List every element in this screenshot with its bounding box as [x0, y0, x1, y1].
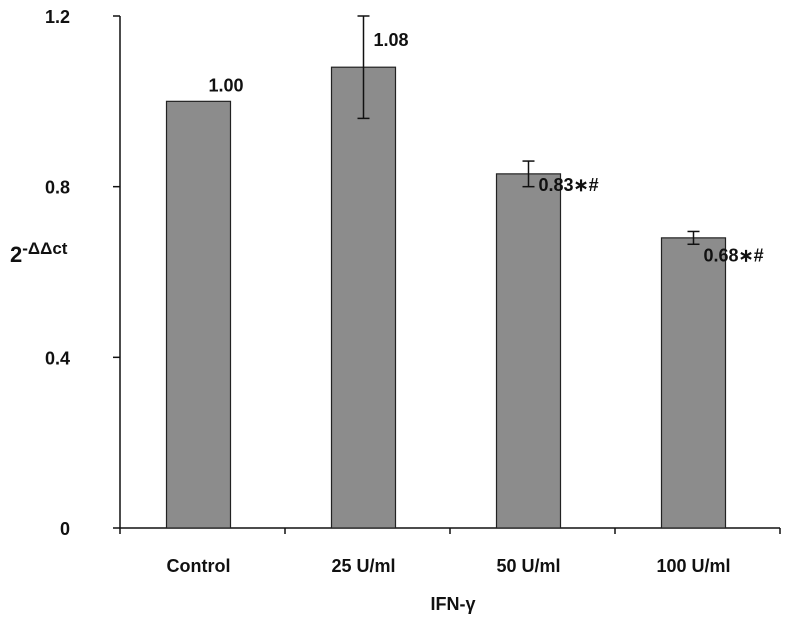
y-tick-label: 1.2	[45, 7, 70, 27]
error-bars	[357, 15, 700, 246]
bar	[660, 237, 727, 529]
x-axis: Control 25 U/ml 50 U/ml 100 U/ml	[119, 527, 781, 576]
bar	[330, 66, 397, 529]
y-tick-label: 0	[60, 519, 70, 539]
x-axis-label: IFN-γ	[431, 594, 476, 614]
x-tick-label: 100 U/ml	[656, 556, 730, 576]
data-label: 0.68∗#	[704, 245, 764, 265]
x-tick-label: 25 U/ml	[331, 556, 395, 576]
bar	[165, 100, 232, 529]
data-label: 0.83∗#	[539, 175, 599, 195]
x-tick-label: 50 U/ml	[496, 556, 560, 576]
y-tick-label: 0.4	[45, 348, 70, 368]
y-axis-label-superscript: -ΔΔct	[22, 239, 68, 258]
y-axis-label: 2-ΔΔct	[10, 239, 68, 267]
bar	[495, 173, 562, 529]
y-axis: 0 0.4 0.8 1.2	[45, 7, 121, 539]
data-label: 1.00	[209, 75, 244, 95]
data-label: 1.08	[374, 30, 409, 50]
x-tick-label: Control	[167, 556, 231, 576]
data-labels: 1.00 1.08 0.83∗# 0.68∗#	[209, 30, 764, 265]
y-tick-label: 0.8	[45, 178, 70, 198]
bars	[165, 66, 727, 529]
y-axis-label-base: 2	[10, 242, 22, 267]
